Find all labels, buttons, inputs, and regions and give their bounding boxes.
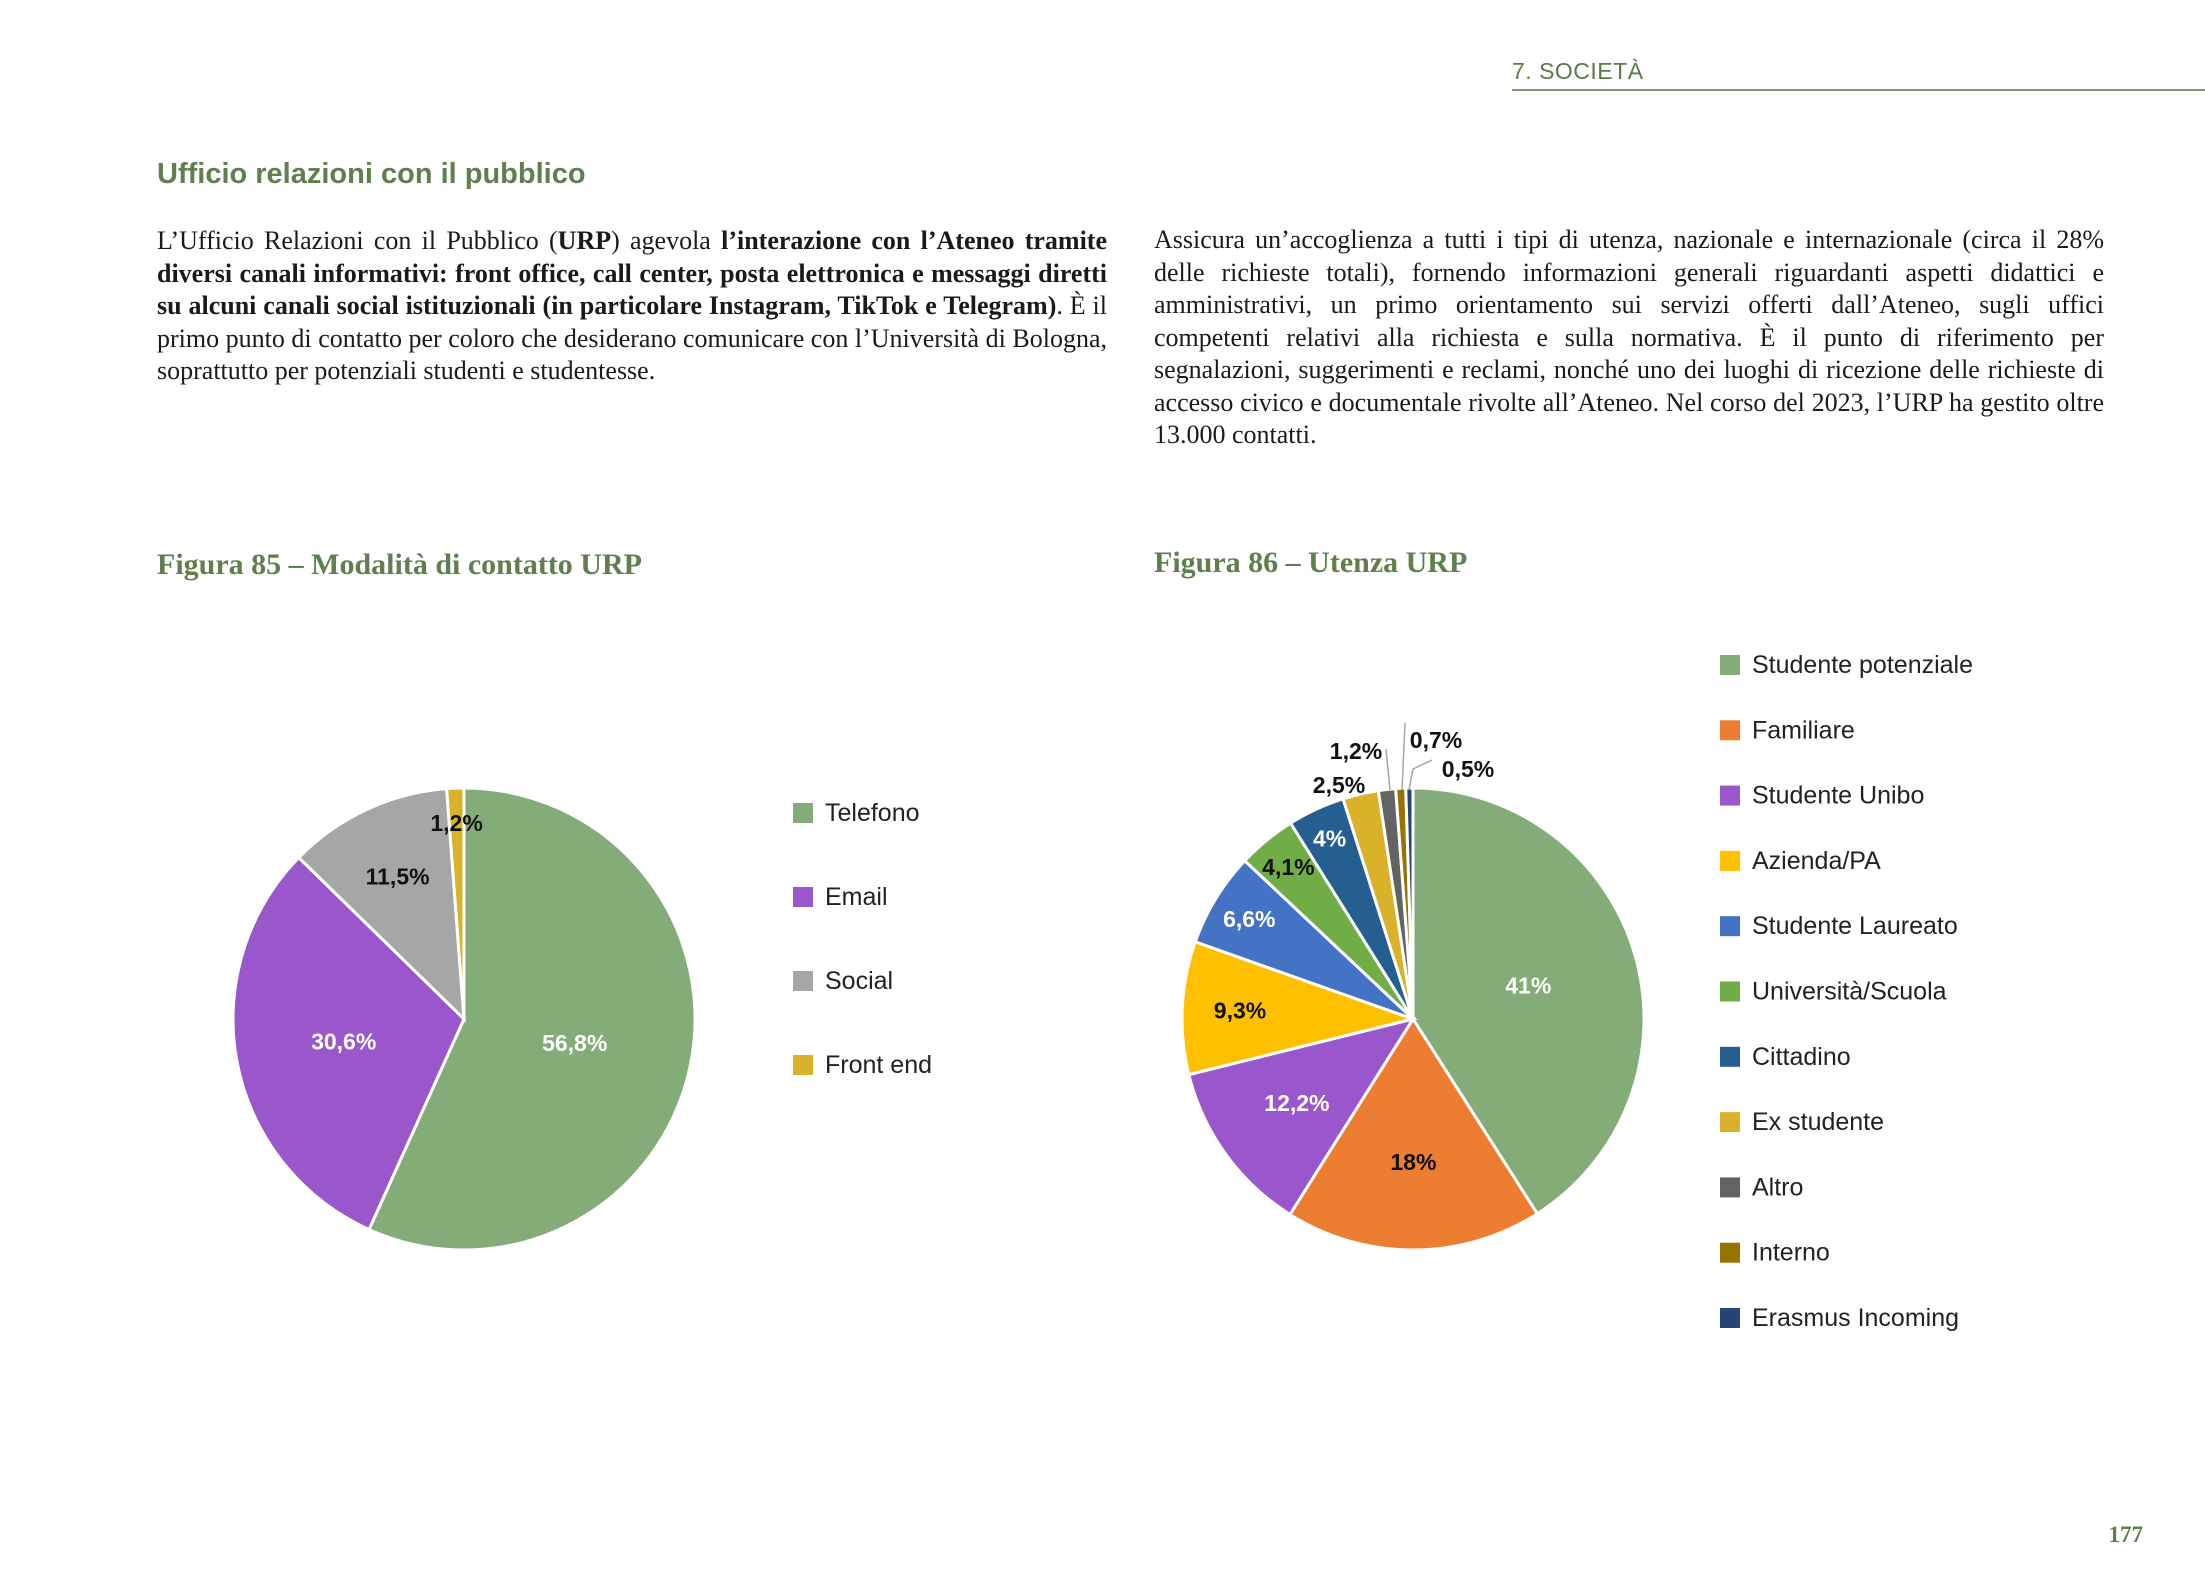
- legend-swatch-social: [793, 971, 813, 991]
- legend-swatch-front-end: [793, 1055, 813, 1075]
- legend-label-front-end: Front end: [825, 1051, 932, 1079]
- legend-label-cittadino: Cittadino: [1752, 1043, 1851, 1071]
- legend-label-studente-potenziale: Studente potenziale: [1752, 651, 1973, 679]
- legend-swatch-studente-laureato: [1720, 916, 1740, 937]
- intro-text-2: ) agevola: [611, 226, 722, 255]
- legend-label-social: Social: [825, 967, 893, 995]
- legend-label-altro: Altro: [1752, 1173, 1803, 1201]
- pie-slice-azienda-pa: [1180, 939, 1419, 1077]
- data-label-front-end: 1,2%: [430, 810, 482, 836]
- pie-slice-email: [231, 855, 466, 1232]
- legend-label-telefono: Telefono: [825, 799, 920, 827]
- pie-slice-front-end: [445, 786, 466, 1020]
- legend-swatch-studente-unibo: [1720, 785, 1740, 806]
- legend-label-interno: Interno: [1752, 1239, 1830, 1267]
- data-label-familiare: 18%: [1390, 1149, 1436, 1175]
- legend-swatch-familiare: [1720, 720, 1740, 741]
- legend-swatch-universita-scuola: [1720, 981, 1740, 1002]
- data-label-studente-laureato: 6,6%: [1223, 906, 1275, 932]
- legend-swatch-ex-studente: [1720, 1112, 1740, 1133]
- intro-text-1: L’Ufficio Relazioni con il Pubblico (: [157, 226, 558, 255]
- legend-swatch-telefono: [793, 803, 813, 823]
- data-label-universita-scuola: 4,1%: [1262, 854, 1314, 880]
- legend-label-erasmus-incoming: Erasmus Incoming: [1752, 1304, 1959, 1332]
- figure-86-title: Figura 86 – Utenza URP: [1154, 546, 1468, 579]
- legend-swatch-altro: [1720, 1177, 1740, 1198]
- legend-swatch-interno: [1720, 1242, 1740, 1263]
- legend-label-ex-studente: Ex studente: [1752, 1108, 1884, 1136]
- leader-line-altro: [1385, 748, 1391, 791]
- intro-paragraph: L’Ufficio Relazioni con il Pubblico (URP…: [157, 225, 1107, 388]
- data-label-telefono: 56,8%: [542, 1030, 607, 1056]
- legend-label-azienda-pa: Azienda/PA: [1752, 847, 1881, 875]
- data-label-email: 30,6%: [311, 1029, 376, 1055]
- intro-bold-channels: l’interazione con l’Ateneo tramite diver…: [157, 226, 1107, 320]
- legend-label-email: Email: [825, 883, 888, 911]
- header-rule: [1512, 89, 2205, 91]
- data-label-social: 11,5%: [366, 864, 430, 890]
- legend-label-studente-unibo: Studente Unibo: [1752, 782, 1924, 810]
- data-label-altro: 1,2%: [1330, 738, 1382, 764]
- data-label-azienda-pa: 9,3%: [1214, 998, 1266, 1024]
- data-label-interno: 0,7%: [1410, 727, 1462, 753]
- description-paragraph: Assicura un’accoglienza a tutti i tipi d…: [1154, 225, 2104, 449]
- legend-label-universita-scuola: Università/Scuola: [1752, 978, 1947, 1006]
- intro-text-3: . È il primo punto di contatto per color…: [157, 291, 1107, 385]
- data-label-erasmus-incoming: 0,5%: [1442, 756, 1494, 782]
- pie-slice-familiare: [1287, 1016, 1540, 1252]
- pie-slice-social: [296, 787, 466, 1023]
- pie-slice-telefono: [367, 786, 697, 1252]
- page-number: 177: [2108, 1522, 2144, 1547]
- leader-line-interno: [1401, 722, 1406, 791]
- intro-bold-urp: URP: [557, 226, 612, 255]
- section-title: Ufficio relazioni con il pubblico: [157, 158, 586, 190]
- data-label-studente-unibo: 12,2%: [1264, 1090, 1329, 1116]
- legend-swatch-azienda-pa: [1720, 850, 1740, 871]
- legend-swatch-cittadino: [1720, 1046, 1740, 1067]
- legend-swatch-email: [793, 887, 813, 907]
- leader-line-erasmus-incoming: [1408, 759, 1433, 791]
- legend-label-studente-laureato: Studente Laureato: [1752, 912, 1958, 940]
- legend-label-familiare: Familiare: [1752, 716, 1855, 744]
- figure-85-title: Figura 85 – Modalità di contatto URP: [157, 548, 642, 581]
- legend-swatch-erasmus-incoming: [1720, 1308, 1740, 1328]
- running-head: 7. SOCIETÀ: [1512, 58, 1644, 84]
- data-label-cittadino: 4%: [1313, 826, 1346, 852]
- legend-swatch-studente-potenziale: [1720, 655, 1740, 675]
- data-label-ex-studente: 2,5%: [1313, 772, 1365, 798]
- data-label-studente-potenziale: 41%: [1505, 972, 1551, 998]
- pie-slice-studente-unibo: [1186, 1016, 1417, 1217]
